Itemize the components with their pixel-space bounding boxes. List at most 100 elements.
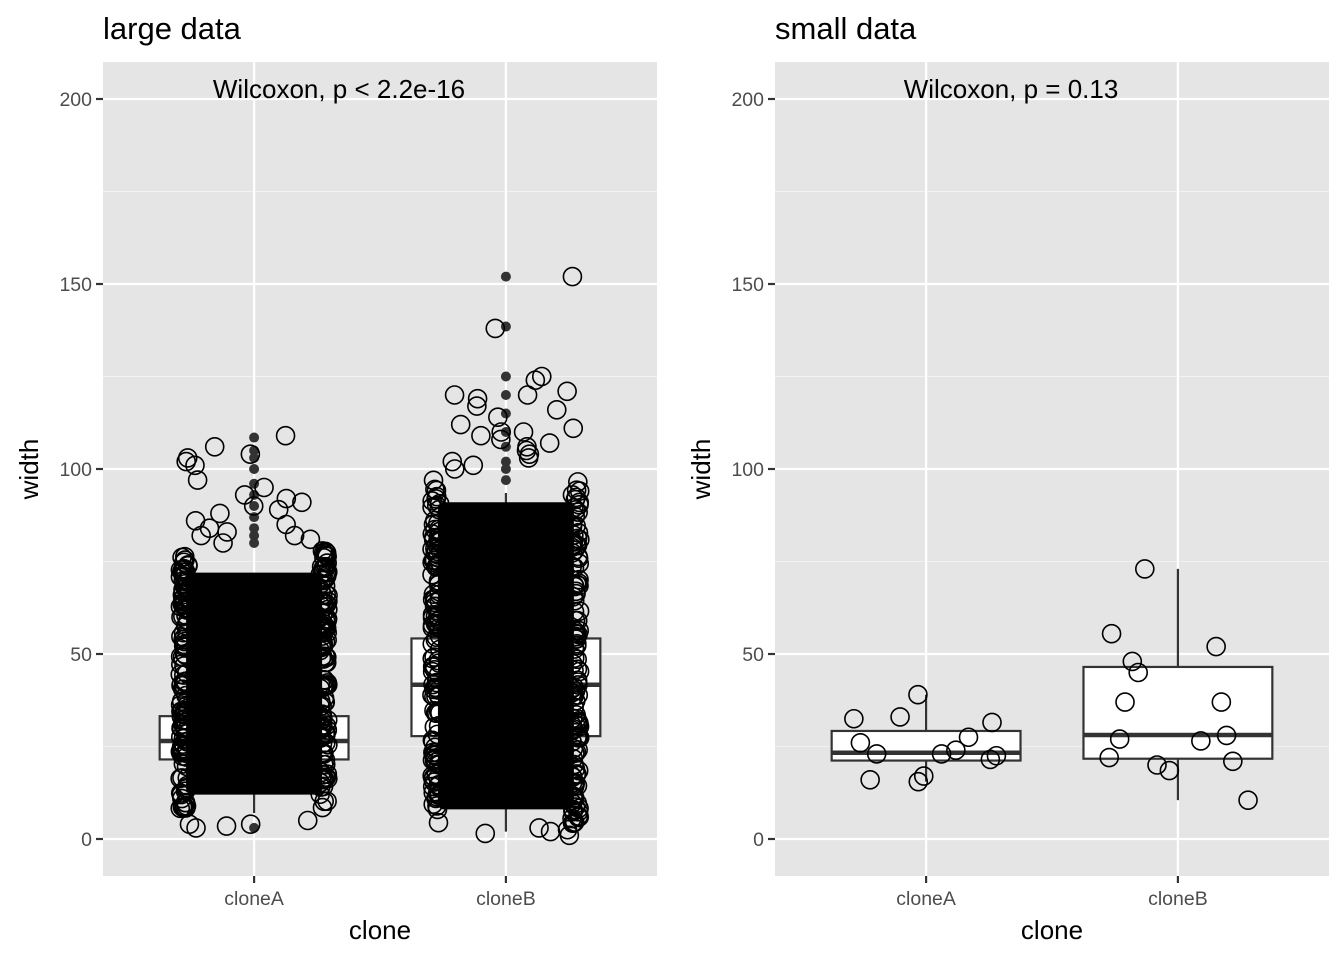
jitter-point <box>317 630 337 650</box>
jitter-point <box>557 381 577 402</box>
outlier-point <box>249 523 260 534</box>
jitter-point <box>423 742 443 763</box>
jitter-point <box>564 591 585 611</box>
jitter-point <box>567 635 587 656</box>
jitter-point <box>185 455 205 476</box>
jitter-point <box>174 665 194 685</box>
jitter-point <box>426 541 447 562</box>
jitter-point <box>174 644 195 664</box>
y-tick-label: 200 <box>731 89 764 111</box>
jitter-point <box>1223 751 1243 772</box>
jitter-point <box>276 488 297 509</box>
jitter-point <box>1135 559 1155 579</box>
jitter-point <box>488 407 508 428</box>
jitter-point <box>213 533 233 553</box>
x-tick-label: cloneA <box>224 888 284 910</box>
outlier-point <box>249 452 260 463</box>
outlier-point <box>500 390 511 400</box>
jitter-point <box>312 541 333 561</box>
outlier-point <box>249 822 260 833</box>
jitter-point <box>422 491 442 511</box>
jitter-point <box>284 525 305 546</box>
jitter-point <box>428 680 448 700</box>
stat-annotation: Wilcoxon, p < 2.2e-16 <box>213 74 465 104</box>
outlier-point <box>249 432 260 443</box>
jitter-point <box>567 672 588 692</box>
jitter-point <box>428 812 449 833</box>
jitter-point <box>491 429 511 450</box>
jitter-point <box>175 645 196 666</box>
y-tick-label: 100 <box>59 459 92 481</box>
x-axis-title: clone <box>349 915 411 945</box>
jitter-point <box>297 810 318 831</box>
jitter-point <box>428 776 449 796</box>
jitter-point <box>316 543 337 563</box>
jitter-point <box>982 712 1002 733</box>
jitter-point <box>908 771 929 792</box>
jitter-point <box>475 823 496 844</box>
jitter-point <box>425 677 446 698</box>
jitter-point <box>467 396 487 416</box>
jitter-point <box>986 745 1007 766</box>
jitter-point <box>1238 790 1258 810</box>
jitter-point <box>424 717 445 737</box>
jitter-point <box>316 584 337 605</box>
jitter-point <box>177 611 198 631</box>
jitter-point <box>177 768 198 788</box>
jitter-point <box>176 562 196 582</box>
jitter-point <box>562 732 583 752</box>
jitter-point <box>568 760 589 781</box>
jitter-point <box>172 560 193 580</box>
x-tick-label: cloneA <box>896 888 956 910</box>
outlier-point <box>249 501 260 511</box>
jitter-point <box>423 550 444 571</box>
panel-2: 0 50 100 150 200 cloneA cloneB small data clone w… <box>686 11 1329 945</box>
stat-annotation: Wilcoxon, p = 0.13 <box>904 74 1119 104</box>
jitter-point <box>529 818 549 838</box>
jitter-point <box>173 728 194 749</box>
jitter-point <box>517 385 538 405</box>
jitter-point <box>564 525 584 545</box>
jitter-point <box>563 738 584 759</box>
jitter-point <box>567 574 587 595</box>
jitter-point <box>1122 651 1143 672</box>
jitter-point <box>485 318 506 339</box>
jitter-point <box>173 754 194 774</box>
y-axis-title: width <box>14 439 44 501</box>
outlier-point <box>500 371 511 382</box>
jitter-point <box>315 652 336 673</box>
jitter-point <box>424 686 444 707</box>
jitter-point <box>173 672 194 692</box>
jitter-point <box>310 772 331 793</box>
jitter-point <box>422 730 443 751</box>
jitter-point <box>428 574 449 595</box>
jitter-point <box>890 707 910 727</box>
x-tick-label: cloneB <box>476 888 536 910</box>
jitter-cloud-cloneA <box>170 541 338 819</box>
jitter-point <box>565 681 586 701</box>
jitter-point <box>913 766 934 786</box>
jitter-point <box>310 716 331 737</box>
jitter-point <box>1206 636 1226 657</box>
jitter-point <box>216 816 237 836</box>
jitter-point <box>908 684 928 705</box>
jitter-point <box>518 448 539 468</box>
jitter-point <box>204 436 225 457</box>
jitter-point <box>567 535 588 556</box>
jitter-point <box>423 470 444 491</box>
jitter-point <box>311 620 331 641</box>
jitter-point <box>1191 731 1211 751</box>
jitter-point <box>567 649 587 670</box>
jitter-point <box>540 821 561 842</box>
jitter-point <box>310 678 331 699</box>
jitter-point <box>467 388 488 409</box>
jitter-point <box>427 796 447 816</box>
jitter-point <box>429 755 449 775</box>
jitter-point <box>860 769 880 790</box>
jitter-point <box>564 627 584 647</box>
jitter-point <box>1101 623 1122 644</box>
jitter-point <box>428 664 449 685</box>
y-tick-label: 0 <box>753 829 764 851</box>
jitter-point <box>442 451 463 472</box>
